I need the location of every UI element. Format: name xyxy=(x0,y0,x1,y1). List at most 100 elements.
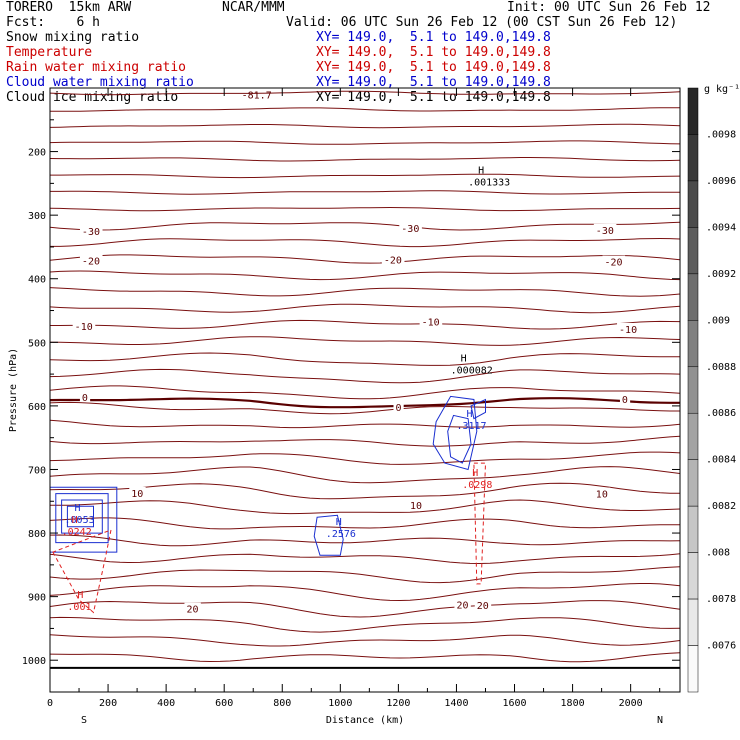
x-tick-label: 800 xyxy=(273,698,291,709)
y-tick-label: 800 xyxy=(28,529,46,540)
contour-label-0: 0 xyxy=(82,393,88,404)
isotherm-line xyxy=(49,517,680,530)
y-tick-label: 700 xyxy=(28,465,46,476)
isotherm-line xyxy=(49,254,681,264)
isotherm-line xyxy=(49,419,681,429)
isotherm-line xyxy=(49,534,681,547)
colorbar-label: .0096 xyxy=(706,176,736,187)
cloud-water-contour xyxy=(447,414,472,464)
maximum-marker: H xyxy=(461,354,467,365)
field-snow-xy: XY= 149.0, 5.1 to 149.0,149.8 xyxy=(316,30,551,45)
init-time: Init: 00 UTC Sun 26 Feb 12 xyxy=(507,0,711,15)
contour-label-0: 0 xyxy=(395,403,401,414)
contour-label-bg xyxy=(184,602,201,614)
maximum-marker: H xyxy=(472,468,478,479)
colorbar-label: .0092 xyxy=(706,269,736,280)
x-tick-label: 600 xyxy=(215,698,233,709)
colorbar-cell xyxy=(687,320,699,368)
isotherm-line xyxy=(49,583,681,602)
colorbar-label: .0078 xyxy=(706,594,736,605)
isotherm-line xyxy=(50,237,681,248)
colorbar-label: .008 xyxy=(706,548,730,559)
isotherm-line xyxy=(49,140,681,145)
forecast-hour: Fcst: 6 h xyxy=(6,15,100,30)
field-rain: Rain water mixing ratio xyxy=(6,60,187,75)
maximum-marker: H xyxy=(72,515,78,526)
colorbar-cell xyxy=(687,645,699,693)
isotherm-line xyxy=(49,616,681,633)
min-temp-label: -81.7 xyxy=(242,90,272,101)
colorbar-cell xyxy=(687,505,699,553)
colorbar-label: .0082 xyxy=(706,501,736,512)
contour-label-10: 10 xyxy=(410,501,422,512)
contour-label-0: 0 xyxy=(622,395,628,406)
contour-label-bg xyxy=(419,315,443,327)
isotherm-line xyxy=(50,173,681,179)
cloud-water-contour xyxy=(61,499,103,534)
y-tick-label: 400 xyxy=(28,275,46,286)
isotherm-line xyxy=(49,90,681,96)
colorbar-cell xyxy=(687,87,699,135)
isotherm-line xyxy=(49,600,681,618)
contour-label-bg xyxy=(408,499,425,511)
isotherm-line xyxy=(49,352,680,366)
x-tick-label: 2000 xyxy=(619,698,643,709)
isotherm-line xyxy=(50,499,681,515)
y-tick-label: 900 xyxy=(28,593,46,604)
contour-label-bg xyxy=(593,223,617,235)
maximum-value: .000082 xyxy=(451,366,493,377)
isotherm-line xyxy=(50,336,681,346)
temperature-contours xyxy=(49,90,681,669)
contour-label-bg xyxy=(602,255,626,267)
maximum-value: .001333 xyxy=(468,177,510,188)
isotherm-line xyxy=(49,634,681,647)
contour-label-bg xyxy=(474,598,492,610)
cloud-water-contour xyxy=(470,398,486,420)
contour-label-20: 20 xyxy=(186,605,198,616)
contour-label-bg xyxy=(593,487,611,499)
contour-label-bg xyxy=(79,225,103,237)
field-rain-xy: XY= 149.0, 5.1 to 149.0,149.8 xyxy=(316,60,551,75)
colorbar-cell xyxy=(687,412,699,460)
isotherm-line xyxy=(49,451,681,465)
contour-label-bg xyxy=(129,486,146,498)
contour-label--20: -20 xyxy=(82,256,100,267)
maximum-value: .001 xyxy=(67,602,91,613)
colorbar-label: .009 xyxy=(706,315,730,326)
colorbar-label: .0094 xyxy=(706,222,736,233)
contour-label-20: 20 xyxy=(456,600,468,611)
contour-label--20: -20 xyxy=(384,256,402,267)
x-tick-label: 1400 xyxy=(444,698,468,709)
maximum-value: .3117 xyxy=(456,421,486,432)
isotherm-line xyxy=(49,287,681,297)
field-temperature-xy: XY= 149.0, 5.1 to 149.0,149.8 xyxy=(316,45,551,60)
contour-label-bg xyxy=(617,322,640,334)
contour-label-10: 10 xyxy=(131,489,143,500)
contour-label-bg xyxy=(393,401,404,413)
colorbar-cell xyxy=(687,227,699,275)
contour-label--10: -10 xyxy=(75,322,93,333)
field-cloud-water-xy: XY= 149.0, 5.1 to 149.0,149.8 xyxy=(316,75,551,90)
contour-label-bg xyxy=(72,319,96,331)
model-title: TORERO 15km ARW xyxy=(6,0,132,15)
isotherm-line xyxy=(49,157,681,162)
org-label: NCAR/MMM xyxy=(222,0,285,15)
contour-label-bg xyxy=(399,221,422,233)
isotherm-line xyxy=(49,553,681,565)
y-tick-label: 200 xyxy=(28,148,46,159)
contour-label-bg xyxy=(79,390,91,402)
maximum-marker: H xyxy=(75,503,81,514)
south-label: S xyxy=(81,715,87,726)
y-tick-label: 600 xyxy=(28,402,46,413)
rain-contour xyxy=(52,529,112,614)
x-tick-label: 0 xyxy=(47,698,53,709)
colorbar-unit: g kg⁻¹ xyxy=(704,84,740,95)
isotherm-line xyxy=(49,206,681,212)
contour-label-bg xyxy=(79,254,103,266)
contour-label-10: 10 xyxy=(596,490,608,501)
y-tick-label: 300 xyxy=(28,211,46,222)
colorbar: .0098 .0096 .0094 .0092 .009 .0088 .0086 .0084.… xyxy=(687,84,740,693)
y-axis-label: Pressure (hPa) xyxy=(8,348,19,432)
cloud-water-contour xyxy=(313,514,344,556)
maximum-value: .8053 xyxy=(65,515,95,526)
